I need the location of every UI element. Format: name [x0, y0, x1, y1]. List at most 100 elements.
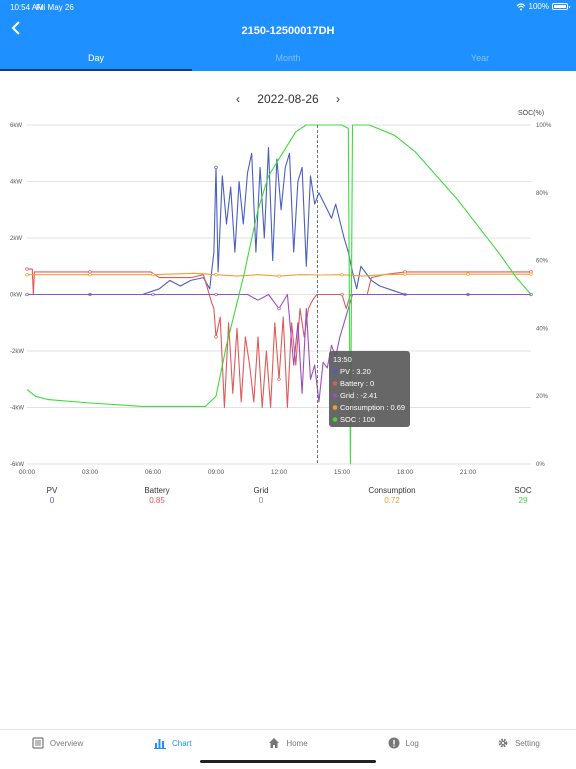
legend-item-pv: PV 0 — [17, 486, 87, 505]
tooltip-dot — [332, 393, 338, 398]
series-point-battery — [25, 267, 29, 271]
x-tick-label: 03:00 — [82, 469, 99, 476]
tooltip-dot — [332, 405, 338, 410]
legend-value: 0.72 — [384, 496, 400, 505]
tooltip-box — [329, 351, 410, 427]
tooltip-dot — [332, 381, 338, 386]
x-tick-label: 00:00 — [19, 469, 36, 476]
y-tick-label: 2kW — [10, 236, 22, 242]
series-line-pv — [27, 147, 531, 296]
legend-item-soc: SOC 29 — [488, 486, 558, 505]
series-point-consumption — [214, 273, 218, 277]
x-tick-label: 21:00 — [460, 469, 477, 476]
bottom-tab-log[interactable]: Log — [346, 730, 461, 756]
bottom-tab-overview[interactable]: Overview — [0, 730, 115, 756]
bottom-tab-home[interactable]: Home — [230, 730, 345, 756]
legend-item-battery: Battery 0.85 — [122, 486, 192, 505]
series-line-consumption — [27, 272, 531, 277]
status-bar: 10:54 AM Fri May 26 100% — [0, 0, 576, 16]
battery-icon — [552, 3, 570, 10]
status-date: Fri May 26 — [36, 3, 74, 12]
bottom-tab-setting[interactable]: Setting — [461, 730, 576, 756]
legend-row: PV 0 Battery 0.85 Grid 0 Consumption 0.7… — [0, 486, 576, 510]
overview-icon — [32, 737, 44, 749]
prev-day-button[interactable]: ‹ — [235, 92, 240, 106]
selected-date: 2022-08-26 — [257, 92, 319, 106]
tooltip-item: Grid : -2.41 — [340, 391, 378, 400]
series-point-consumption — [466, 272, 470, 276]
energy-chart[interactable]: 6kW 4kW 2kW 0kW -2kW -4kW -6kW 100% 80% 60% 40% 20%… — [0, 108, 576, 484]
page-title: 2150-12500017DH — [241, 25, 335, 37]
legend-name: SOC — [514, 486, 532, 495]
chart-icon — [154, 739, 167, 749]
series-point-consumption — [277, 274, 281, 278]
y-tick-label: -6kW — [10, 462, 24, 468]
bottom-tab-label: Chart — [172, 738, 192, 748]
bottom-tab-label: Overview — [49, 738, 84, 748]
tooltip-time: 13:50 — [333, 355, 352, 364]
legend-item-consumption: Consumption 0.72 — [357, 486, 427, 505]
tab-bar: Day Month Year — [0, 46, 576, 71]
series-point-battery — [88, 270, 92, 274]
legend-value: 29 — [518, 496, 528, 505]
series-point-grid — [151, 292, 155, 297]
tooltip-item: PV : 3.20 — [340, 367, 371, 376]
legend-name: Grid — [253, 486, 269, 495]
series-point-battery — [340, 292, 344, 297]
tab-year[interactable]: Year — [470, 53, 490, 63]
legend-value: 0 — [258, 496, 264, 505]
x-tick-label: 06:00 — [145, 469, 162, 476]
home-icon — [269, 738, 280, 748]
y-tick-label: 6kW — [10, 123, 22, 129]
legend-item-grid: Grid 0 — [226, 486, 296, 505]
tooltip-item: Consumption : 0.69 — [340, 403, 405, 412]
status-time: 10:54 AM — [10, 3, 44, 12]
tab-day[interactable]: Day — [0, 46, 192, 71]
tooltip-dot — [332, 417, 338, 422]
y-tick-label: -2kW — [10, 349, 24, 355]
series-point-consumption — [88, 273, 92, 277]
soc-tick-label: 60% — [536, 259, 549, 265]
y-tick-label: -4kW — [10, 406, 24, 412]
y-tick-label: 4kW — [10, 180, 22, 186]
x-tick-label: 09:00 — [208, 469, 225, 476]
legend-name: PV — [46, 486, 58, 495]
soc-tick-label: 40% — [536, 326, 549, 332]
series-point-battery — [214, 335, 218, 339]
series-point-consumption — [529, 272, 533, 276]
home-indicator — [200, 760, 376, 763]
series-point-consumption — [340, 273, 344, 277]
wifi-icon — [516, 2, 525, 10]
next-day-button[interactable]: › — [336, 92, 341, 106]
series-line-battery — [27, 268, 531, 409]
legend-name: Battery — [144, 486, 170, 495]
battery-percent: 100% — [528, 2, 549, 11]
back-icon[interactable] — [10, 19, 22, 41]
series-point-consumption — [25, 273, 29, 277]
nav-bar: 2150-12500017DH — [0, 16, 576, 46]
series-point-battery — [277, 377, 281, 381]
x-tick-label: 15:00 — [334, 469, 351, 476]
gear-icon — [498, 738, 508, 748]
bottom-tab-label: Setting — [514, 738, 540, 748]
series-point-consumption — [151, 273, 155, 277]
tooltip-item: SOC : 100 — [340, 415, 375, 424]
soc-tick-label: 20% — [536, 394, 549, 400]
series-point-grid — [277, 306, 281, 311]
series-point-grid — [25, 292, 29, 297]
x-tick-label: 18:00 — [397, 469, 414, 476]
series-point-pv — [214, 165, 218, 170]
legend-value: 0.85 — [149, 496, 165, 505]
tooltip-item: Battery : 0 — [340, 379, 374, 388]
series-point-grid — [214, 292, 218, 297]
bottom-tab-chart[interactable]: Chart — [115, 730, 230, 756]
series-point-consumption — [403, 272, 407, 276]
log-icon — [388, 737, 400, 749]
bottom-tab-label: Log — [405, 738, 419, 748]
y-tick-label: 0kW — [10, 293, 22, 299]
status-right: 100% — [516, 2, 570, 11]
tab-month[interactable]: Month — [275, 53, 301, 63]
bottom-tab-label: Home — [286, 738, 308, 748]
x-tick-label: 12:00 — [271, 469, 288, 476]
series-line-grid — [27, 293, 531, 403]
